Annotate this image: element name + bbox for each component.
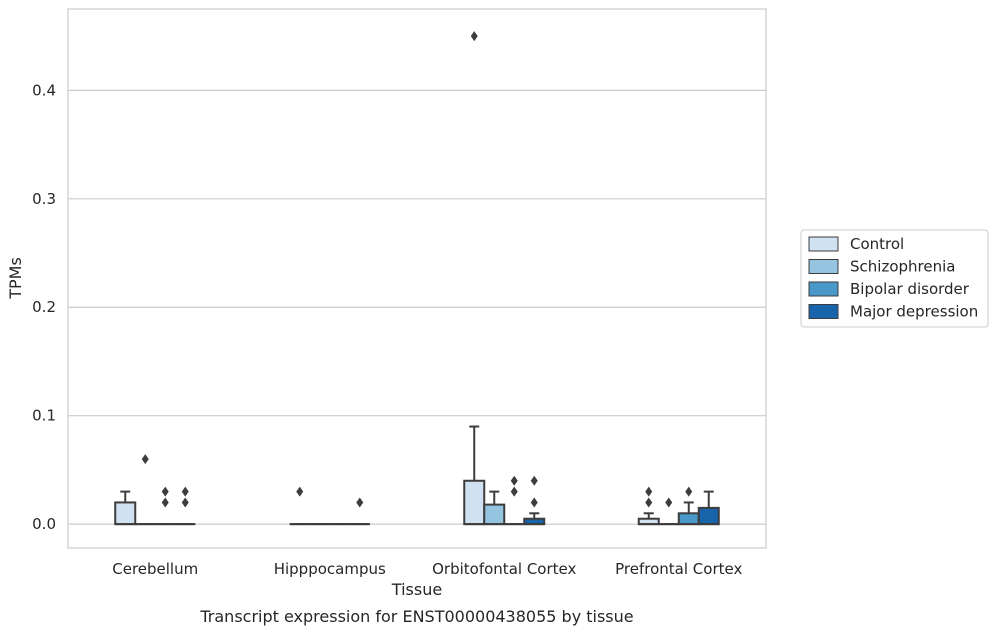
legend-swatch — [808, 236, 839, 252]
y-ticks: 0.0 0.1 0.2 0.3 0.4 — [32, 81, 56, 533]
legend-label: Bipolar disorder — [850, 280, 970, 298]
boxes — [114, 31, 720, 526]
box-body — [697, 506, 720, 526]
box-2-0 — [155, 486, 176, 526]
outlier-point — [510, 475, 518, 486]
legend-swatch — [808, 281, 839, 297]
legend-frame — [800, 229, 989, 328]
outlier-point — [296, 486, 304, 497]
y-tick-label: 0.0 — [32, 515, 56, 533]
box-0-1 — [289, 486, 310, 526]
box-3-3 — [697, 490, 720, 526]
x-ticks: Cerebellum Hipppocampus Orbitofontal Corte… — [112, 560, 742, 578]
outlier-point — [645, 486, 653, 497]
box-0-0 — [114, 490, 137, 526]
box-1-2 — [483, 490, 506, 526]
chart-caption: Transcript expression for ENST0000043805… — [199, 607, 633, 626]
box-1-0 — [135, 454, 156, 526]
outlier-point — [470, 31, 478, 42]
box-0-3 — [637, 486, 660, 526]
box-0-2 — [463, 31, 486, 526]
box-1-3 — [658, 497, 679, 526]
outlier-point — [161, 486, 169, 497]
box-body — [677, 512, 700, 526]
y-tick-label: 0.2 — [32, 298, 56, 316]
box-2-2 — [504, 475, 525, 526]
box-body — [114, 501, 137, 526]
box-body — [483, 503, 506, 526]
outlier-point — [356, 497, 364, 508]
plot-frame — [67, 8, 767, 549]
box-2-3 — [677, 486, 700, 526]
outlier-point — [510, 486, 518, 497]
x-axis-label: Tissue — [391, 580, 442, 599]
y-axis-label: TPMs — [6, 257, 25, 300]
outlier-point — [181, 497, 189, 508]
legend-label: Major depression — [850, 303, 978, 321]
legend-swatch — [808, 304, 839, 319]
outlier-point — [161, 497, 169, 508]
y-tick-label: 0.3 — [32, 190, 56, 208]
outlier-point — [645, 497, 653, 508]
box-3-0 — [175, 486, 196, 526]
outlier-point — [530, 475, 538, 486]
outlier-point — [685, 486, 693, 497]
x-tick-label: Cerebellum — [112, 560, 198, 578]
box-3-1 — [349, 497, 370, 526]
x-tick-label: Orbitofontal Cortex — [432, 560, 576, 578]
y-tick-label: 0.1 — [32, 407, 56, 425]
box-body — [463, 479, 486, 526]
outlier-point — [665, 497, 673, 508]
legend-label: Schizophrenia — [850, 258, 955, 276]
box-3-2 — [523, 475, 546, 526]
y-tick-label: 0.4 — [32, 81, 56, 99]
x-tick-label: Hipppocampus — [274, 560, 386, 578]
grid — [68, 89, 766, 525]
outlier-point — [530, 497, 538, 508]
legend-label: Control — [850, 235, 904, 253]
legend-swatch — [808, 259, 839, 274]
x-tick-label: Prefrontal Cortex — [615, 560, 742, 578]
outlier-point — [141, 454, 149, 465]
outlier-point — [181, 486, 189, 497]
legend: Control Schizophrenia Bipolar disorder Majo… — [800, 229, 989, 328]
